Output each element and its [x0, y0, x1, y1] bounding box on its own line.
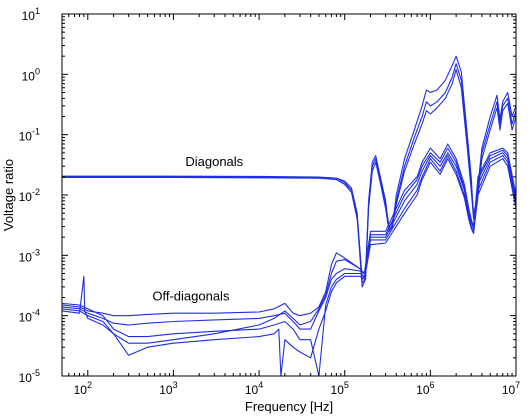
off-diagonal-curve-5	[61, 152, 517, 330]
diagonal-curve-2	[62, 63, 517, 280]
x-tick-label: 103	[159, 380, 177, 397]
y-axis-label: Voltage ratio	[1, 159, 16, 231]
x-tick-label: 107	[502, 380, 520, 397]
x-axis-label: Frequency [Hz]	[245, 399, 333, 414]
y-tick-label: 10-2	[19, 187, 40, 204]
y-tick-label: 100	[22, 66, 40, 83]
y-tick-label: 10-4	[19, 308, 40, 325]
off-diagonal-curve-4	[61, 143, 517, 317]
diagonal-curve-3	[62, 69, 517, 288]
y-tick-label: 10-3	[19, 247, 40, 264]
annotation-layer: Diagonals Off-diagonals	[152, 154, 243, 303]
y-tick-label: 10-5	[19, 368, 40, 385]
off-diagonal-curve-8	[61, 147, 517, 344]
x-tick-label: 106	[416, 380, 434, 397]
off-diagonal-curve-6	[61, 155, 517, 377]
y-tick-label: 10-1	[19, 127, 40, 144]
series-layer	[61, 55, 517, 377]
annotation-diagonals: Diagonals	[185, 154, 243, 169]
x-tick-label: 102	[74, 380, 92, 397]
off-diagonal-curve-7	[61, 158, 517, 377]
x-tick-label: 105	[331, 380, 349, 397]
plot-frame	[61, 13, 517, 377]
annotation-off-diagonals: Off-diagonals	[152, 288, 230, 303]
tick-layer: 102 103 104 105 106 107 10-5 10-4 10-3 10-2 10-1 10…	[19, 6, 521, 397]
diagonal-curve-1	[62, 55, 517, 284]
x-tick-label: 104	[245, 380, 263, 397]
y-tick-label: 101	[22, 6, 40, 23]
